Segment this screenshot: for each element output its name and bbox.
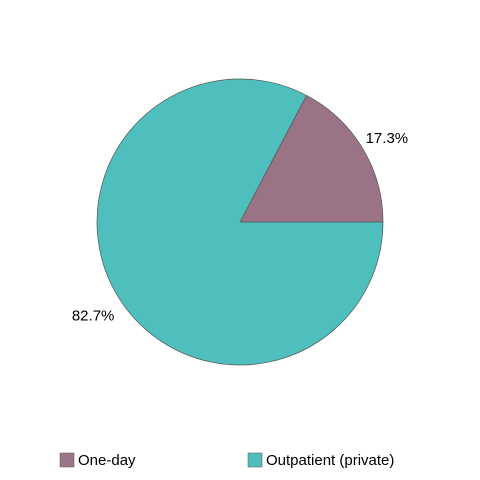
- legend-swatch: [247, 452, 263, 468]
- legend-swatch: [59, 452, 75, 468]
- data-label: 17.3%: [366, 130, 409, 147]
- legend-label: One-day: [78, 452, 136, 469]
- legend-label: Outpatient (private): [266, 452, 394, 469]
- data-label: 82.7%: [72, 308, 115, 325]
- pie-slice: [96, 78, 384, 366]
- pie-slice: [239, 94, 384, 223]
